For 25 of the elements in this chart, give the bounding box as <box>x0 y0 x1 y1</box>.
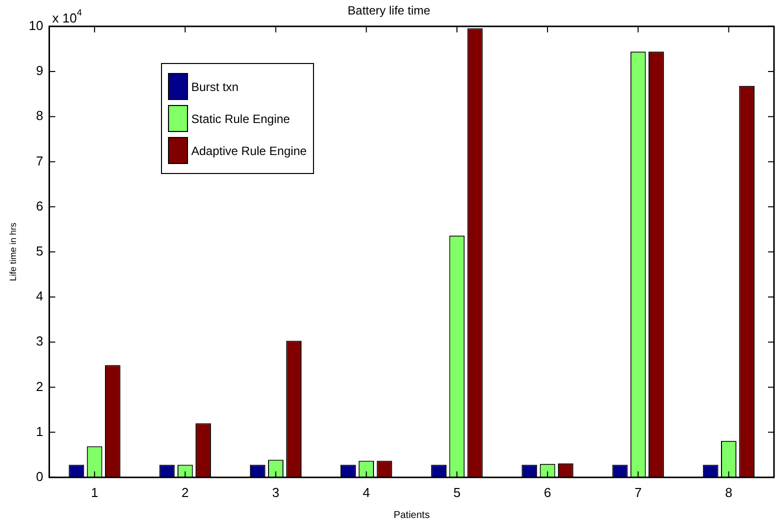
y-tick-label: 1 <box>36 424 44 439</box>
y-tick-label: 10 <box>28 18 44 33</box>
y-tick-label: 4 <box>36 288 44 304</box>
chart-title: Battery life time <box>348 4 431 18</box>
y-tick-label: 2 <box>36 378 44 394</box>
y-tick-label: 6 <box>36 198 44 214</box>
y-tick-label: 0 <box>36 468 44 484</box>
x-tick-label: 5 <box>453 484 461 500</box>
legend-label: Burst txn <box>191 80 239 94</box>
y-tick-label: 9 <box>36 63 44 78</box>
y-tick-label: 3 <box>36 334 44 349</box>
x-tick-label: 8 <box>725 484 732 500</box>
legend-label: Adaptive Rule Engine <box>191 144 307 158</box>
x-axis-title: Patients <box>394 510 430 521</box>
x-tick-label: 6 <box>544 484 552 500</box>
y-tick-label: 7 <box>36 153 44 168</box>
legend-label: Static Rule Engine <box>191 112 290 126</box>
x-tick-label: 7 <box>634 484 642 500</box>
x-tick-label: 3 <box>272 484 280 500</box>
y-tick-label: 8 <box>36 108 44 124</box>
y-tick-label: 5 <box>36 243 44 258</box>
x-tick-label: 4 <box>362 484 370 500</box>
x-tick-label: 2 <box>182 484 189 500</box>
x-tick-label: 1 <box>90 484 98 500</box>
y-axis-title: Life time in hrs <box>8 222 18 282</box>
